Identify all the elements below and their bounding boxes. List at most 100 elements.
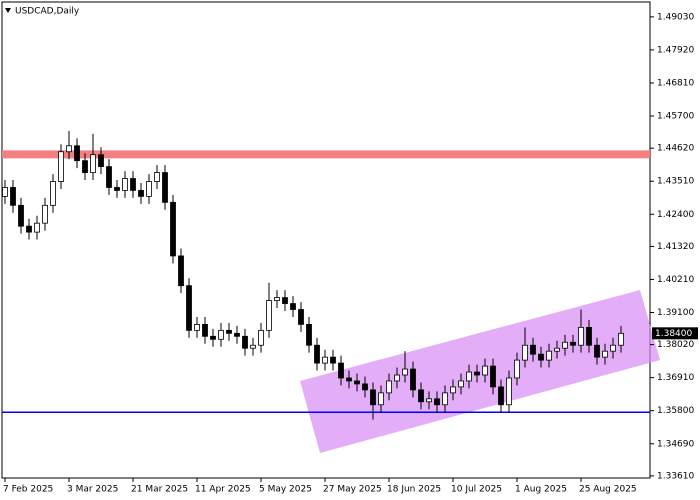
- candle-body: [458, 380, 464, 388]
- candle-body: [394, 374, 400, 382]
- candle-body: [178, 255, 184, 287]
- candle-body: [234, 332, 240, 337]
- last-price-label: 1.38400: [655, 329, 692, 339]
- candle-body: [442, 392, 448, 406]
- y-tick-label: 1.45700: [657, 112, 694, 122]
- candle-body: [594, 344, 600, 358]
- candle-body: [538, 353, 544, 361]
- y-tick-label: 1.38020: [657, 340, 694, 350]
- x-tick-label: 18 Jun 2025: [387, 485, 441, 495]
- candle-body: [474, 371, 480, 376]
- x-tick-label: 27 May 2025: [323, 485, 382, 495]
- x-tick-label: 25 Aug 2025: [579, 485, 637, 495]
- candle-body: [506, 377, 512, 406]
- x-tick-label: 5 May 2025: [259, 485, 312, 495]
- candle-body: [122, 178, 128, 191]
- last-price-box: [652, 327, 698, 340]
- x-tick-label: 7 Feb 2025: [3, 485, 53, 495]
- candle-body: [138, 190, 144, 197]
- candle-body: [82, 160, 88, 173]
- menu-arrow[interactable]: [5, 8, 11, 13]
- candle-body: [162, 172, 168, 203]
- candle-body: [58, 151, 64, 182]
- candle-body: [362, 383, 368, 391]
- candle-body: [522, 344, 528, 361]
- candle-body: [146, 181, 152, 197]
- candle-body: [354, 380, 360, 385]
- candle-body: [370, 389, 376, 406]
- candle-body: [610, 344, 616, 352]
- y-tick-label: 1.41320: [657, 242, 694, 252]
- candle-body: [562, 341, 568, 349]
- x-tick-label: 21 Mar 2025: [131, 485, 188, 495]
- x-tick-label: 10 Jul 2025: [451, 485, 502, 495]
- candle-body: [378, 392, 384, 406]
- candle-body: [266, 300, 272, 331]
- candle-body: [498, 386, 504, 406]
- candle-body: [338, 362, 344, 379]
- candle-body: [290, 303, 296, 310]
- y-tick-label: 1.36910: [657, 373, 694, 383]
- candle-body: [26, 225, 32, 233]
- candle-body: [50, 181, 56, 206]
- candle-body: [402, 368, 408, 376]
- candle-body: [554, 347, 560, 352]
- candle-body: [322, 356, 328, 364]
- candle-body: [274, 297, 280, 301]
- candle-body: [154, 172, 160, 182]
- candle-body: [130, 178, 136, 191]
- y-tick-label: 1.47920: [657, 45, 694, 55]
- candle-body: [490, 365, 496, 388]
- y-tick-label: 1.49030: [657, 12, 694, 22]
- candle-body: [618, 332, 624, 346]
- candle-body: [434, 398, 440, 406]
- candle-body: [314, 344, 320, 364]
- candle-body: [106, 166, 112, 188]
- candle-body: [418, 389, 424, 403]
- y-tick-label: 1.44620: [657, 144, 694, 154]
- y-tick-label: 1.39100: [657, 308, 694, 318]
- candle-body: [514, 359, 520, 379]
- candle-body: [482, 365, 488, 376]
- candle-body: [410, 368, 416, 391]
- candle-body: [282, 297, 288, 304]
- y-tick-label: 1.42400: [657, 210, 694, 220]
- candle-body: [194, 323, 200, 331]
- candle-body: [114, 187, 120, 191]
- candle-body: [18, 204, 24, 227]
- candle-body: [202, 323, 208, 337]
- candle-body: [466, 371, 472, 382]
- candle-body: [34, 222, 40, 233]
- candle-body: [386, 380, 392, 394]
- candle-body: [546, 350, 552, 361]
- y-tick-label: 1.43510: [657, 177, 694, 187]
- candle-body: [306, 323, 312, 346]
- candle-body: [578, 326, 584, 346]
- candle-body: [450, 386, 456, 394]
- candle-body: [602, 350, 608, 358]
- candle-body: [98, 154, 104, 168]
- candle-body: [530, 344, 536, 355]
- x-tick-label: 1 Aug 2025: [515, 485, 567, 495]
- candle-body: [66, 145, 72, 153]
- y-tick-label: 1.35800: [657, 406, 694, 416]
- candle-body: [570, 341, 576, 346]
- candle-body: [42, 204, 48, 224]
- candle-body: [170, 201, 176, 257]
- candle-body: [210, 335, 216, 340]
- x-tick-label: 11 Apr 2025: [195, 485, 251, 495]
- candle-body: [90, 154, 96, 173]
- candle-body: [426, 398, 432, 403]
- candle-body: [10, 187, 16, 206]
- y-tick-label: 1.33610: [657, 471, 694, 481]
- chart-title: USDCAD,Daily: [15, 7, 80, 17]
- candle-body: [258, 329, 264, 346]
- candle-body: [586, 326, 592, 346]
- candle-body: [2, 187, 8, 197]
- y-tick-label: 1.34690: [657, 439, 694, 449]
- y-tick-label: 1.40210: [657, 275, 694, 285]
- candle-body: [242, 335, 248, 349]
- candle-body: [330, 356, 336, 364]
- candle-body: [218, 329, 224, 340]
- x-tick-label: 3 Mar 2025: [67, 485, 118, 495]
